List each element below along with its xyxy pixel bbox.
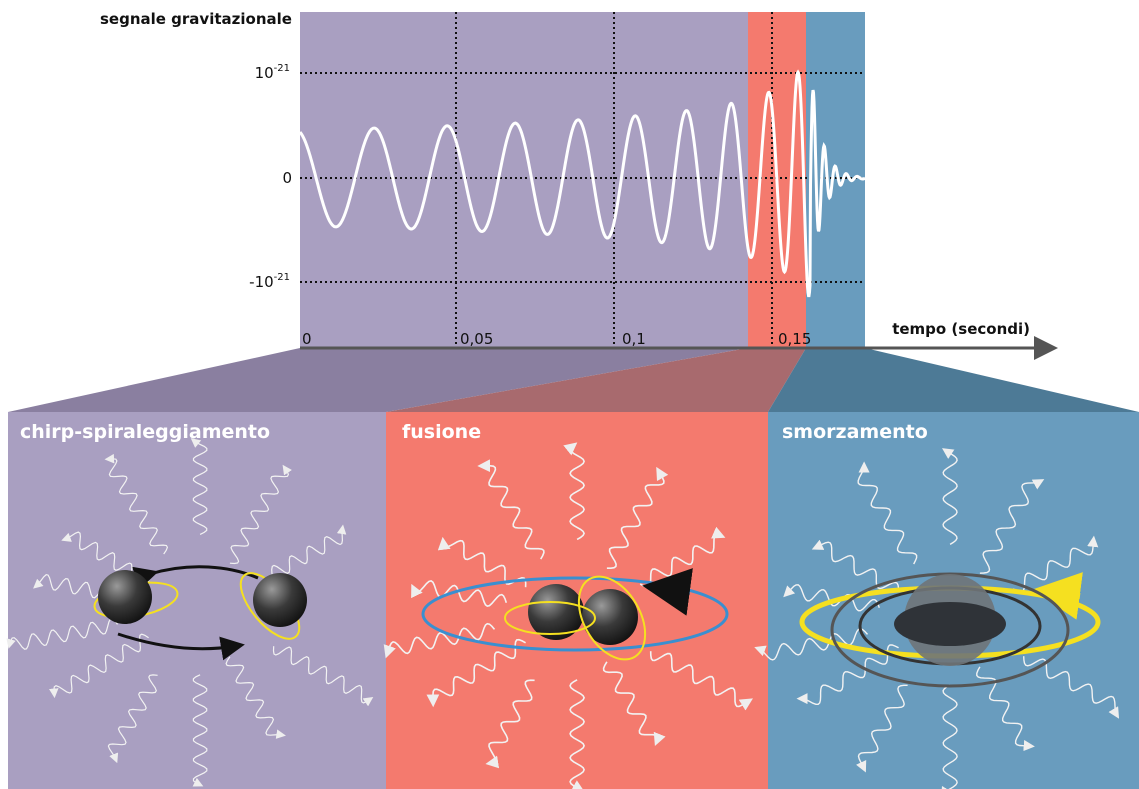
y-tick-label: 0: [282, 169, 292, 187]
x-axis-title: tempo (secondi): [892, 320, 1030, 338]
tick-exponent: -21: [274, 63, 290, 74]
panel-inspiral: [8, 412, 386, 789]
x-tick-label: 0: [302, 330, 312, 348]
x-tick-label: 0,15: [778, 330, 811, 348]
y-axis-title: segnale gravitazionale: [100, 10, 292, 28]
tick-base: 10: [255, 64, 274, 82]
band-inspiral: [300, 12, 748, 348]
x-tick-label: 0,05: [460, 330, 493, 348]
tick-base: -10: [249, 273, 274, 291]
panel-title: fusione: [402, 421, 481, 443]
y-tick-label: 10-21: [255, 63, 290, 82]
page: segnale gravitazionale tempo (secondi) 1…: [0, 0, 1139, 789]
tick-exponent: -21: [274, 272, 290, 283]
y-tick-label: -10-21: [249, 272, 290, 291]
panel-title: smorzamento: [782, 421, 928, 443]
x-tick-label: 0,1: [622, 330, 646, 348]
y-ticks: 10-210-10-21: [249, 63, 292, 291]
connector: [768, 348, 1139, 412]
panel-title: chirp-spiraleggiamento: [20, 421, 270, 443]
